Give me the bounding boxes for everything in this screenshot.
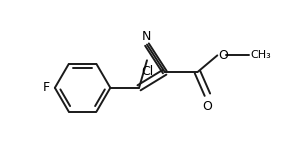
Text: O: O (218, 49, 228, 62)
Text: Cl: Cl (141, 65, 153, 78)
Text: CH₃: CH₃ (250, 50, 271, 60)
Text: O: O (202, 100, 212, 113)
Text: N: N (141, 30, 151, 43)
Text: F: F (43, 81, 50, 94)
